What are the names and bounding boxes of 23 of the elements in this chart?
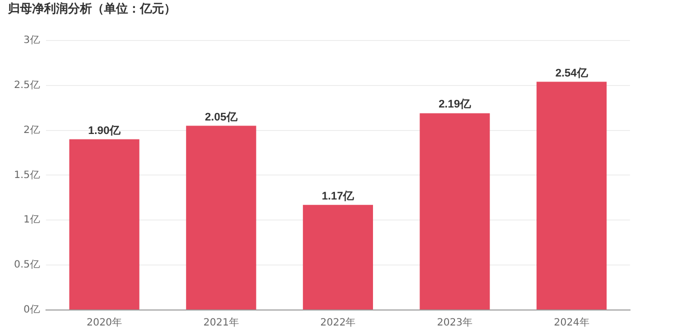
y-tick-label: 1.5亿 xyxy=(14,170,40,181)
data-label: 1.17亿 xyxy=(322,190,356,202)
y-tick-label: 2.5亿 xyxy=(14,80,40,91)
y-tick-label: 0亿 xyxy=(24,304,40,316)
x-tick-label: 2024年 xyxy=(554,316,590,329)
bar xyxy=(536,82,607,310)
y-tick-label: 0.5亿 xyxy=(14,260,40,271)
y-tick-label: 2亿 xyxy=(24,124,40,136)
data-label: 2.05亿 xyxy=(204,111,238,124)
x-tick-label: 2020年 xyxy=(86,316,122,329)
data-label: 1.90亿 xyxy=(88,124,122,137)
bar xyxy=(302,204,373,310)
bar xyxy=(69,139,140,310)
x-tick-label: 2021年 xyxy=(203,316,239,329)
bar xyxy=(420,113,490,310)
x-tick-label: 2023年 xyxy=(437,316,472,329)
y-tick-label: 3亿 xyxy=(24,34,40,46)
data-label: 2.54亿 xyxy=(555,67,589,80)
bar xyxy=(186,126,256,310)
y-tick-label: 1亿 xyxy=(24,214,40,226)
data-label: 2.19亿 xyxy=(438,98,472,111)
chart-title: 归母净利润分析（单位：亿元） xyxy=(7,1,176,16)
x-tick-label: 2022年 xyxy=(320,316,356,329)
